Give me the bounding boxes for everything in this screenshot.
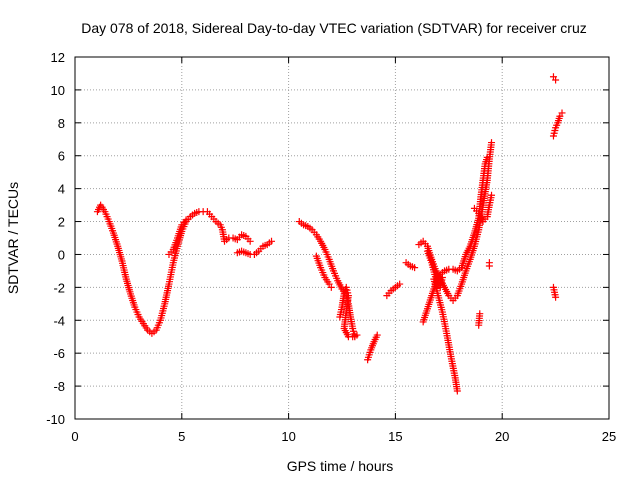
data-point [483, 153, 491, 161]
series-arc-8 [383, 280, 404, 300]
x-axis-label: GPS time / hours [287, 458, 394, 474]
x-tick-label: 0 [71, 429, 78, 444]
series-arc-9 [402, 259, 419, 272]
y-tick-label: -6 [53, 346, 65, 361]
data-point [552, 76, 560, 84]
y-tick-label: 4 [58, 182, 65, 197]
data-point [488, 139, 496, 147]
y-tick-label: 8 [58, 116, 65, 131]
y-tick-label: 0 [58, 247, 65, 262]
series-arc-5 [312, 252, 335, 291]
series-arc-15 [549, 73, 566, 301]
data-point [485, 259, 493, 267]
series-arc-2 [165, 216, 190, 258]
data-point [558, 109, 566, 117]
series-arc-11 [419, 153, 491, 326]
series-arc-13 [423, 247, 446, 291]
x-tick-label: 10 [281, 429, 295, 444]
series-arc-14 [470, 191, 496, 329]
series-arc-4 [295, 218, 359, 341]
x-tick-label: 20 [495, 429, 509, 444]
series-arc-7 [364, 331, 381, 364]
y-tick-label: 2 [58, 215, 65, 230]
y-tick-label: 6 [58, 149, 65, 164]
plot-frame [74, 56, 610, 420]
y-tick-label: -8 [53, 379, 65, 394]
y-tick-label: 12 [51, 50, 65, 65]
series-arc-12 [430, 275, 461, 395]
axis-ticks [74, 56, 610, 420]
data-point [438, 273, 446, 281]
tick-labels: 0 5 10 15 20 25 -10 -8 -6 -4 -2 0 2 4 6 8 10 12 [46, 50, 616, 444]
data-point [246, 237, 254, 245]
series-arc-10 [415, 139, 496, 305]
data-point [396, 280, 404, 288]
data-point [488, 191, 496, 199]
data-point [373, 331, 381, 339]
x-tick-label: 15 [388, 429, 402, 444]
y-tick-label: -2 [53, 280, 65, 295]
data-point [476, 310, 484, 318]
data-point [552, 293, 560, 301]
y-tick-label: -4 [53, 313, 65, 328]
grid [75, 57, 609, 419]
data-points [93, 73, 566, 395]
chart-title: Day 078 of 2018, Sidereal Day-to-day VTE… [81, 20, 587, 36]
y-axis-label: SDTVAR / TECUs [5, 182, 21, 294]
y-tick-label: -10 [46, 412, 65, 427]
x-tick-label: 5 [178, 429, 185, 444]
data-point [353, 331, 361, 339]
data-point [182, 216, 190, 224]
data-point [268, 237, 276, 245]
series-arc-6 [336, 283, 361, 341]
x-tick-label: 25 [602, 429, 616, 444]
y-tick-label: 10 [51, 83, 65, 98]
data-point [411, 264, 419, 272]
series-arc-3 [233, 237, 276, 258]
data-point [327, 283, 335, 291]
data-point [453, 387, 461, 395]
